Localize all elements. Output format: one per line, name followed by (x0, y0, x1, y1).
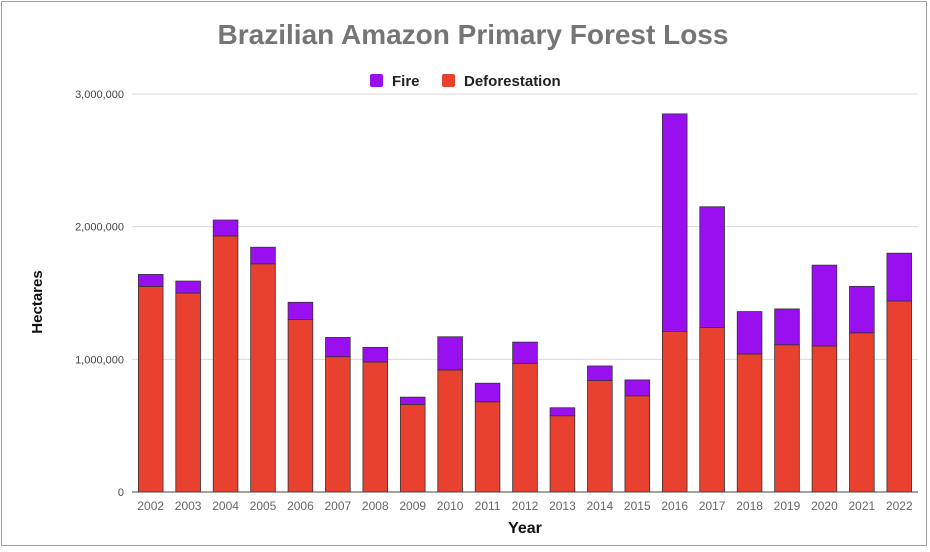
bar-deforestation-2011 (474, 401, 501, 493)
x-tick-label: 2004 (212, 499, 239, 513)
bar-deforestation-2022 (886, 300, 913, 493)
bar-deforestation-2007 (325, 356, 351, 493)
bar-deforestation-2004 (212, 235, 239, 493)
x-tick-label: 2014 (587, 499, 614, 513)
legend: Fire Deforestation (370, 73, 561, 90)
bar-fire-2015 (624, 379, 651, 397)
bar-deforestation-2006 (287, 319, 314, 493)
x-tick-label: 2013 (549, 499, 576, 513)
bar-deforestation-2018 (736, 353, 763, 493)
x-tick-label: 2006 (287, 499, 314, 513)
bar-fire-2016 (661, 113, 688, 332)
bar-deforestation-2012 (512, 362, 538, 493)
bar-fire-2019 (774, 308, 800, 346)
y-tick-label: 3,000,000 (75, 89, 124, 101)
legend-swatch-deforestation (442, 74, 455, 87)
bar-fire-2012 (512, 341, 538, 364)
bar-fire-2018 (736, 311, 763, 355)
bar-fire-2014 (587, 365, 613, 381)
bar-fire-2006 (287, 301, 314, 320)
bar-fire-2022 (886, 252, 913, 302)
bar-fire-2021 (849, 285, 875, 334)
legend-label-fire: Fire (392, 73, 420, 90)
bar-deforestation-2008 (362, 361, 389, 493)
x-tick-label: 2015 (624, 499, 651, 513)
x-tick-label: 2008 (362, 499, 389, 513)
bar-deforestation-2010 (437, 369, 463, 493)
x-tick-label: 2011 (475, 499, 501, 513)
bar-deforestation-2019 (774, 344, 800, 493)
bar-deforestation-2015 (624, 395, 651, 493)
x-tick-label: 2016 (661, 499, 688, 513)
legend-swatch-fire (370, 74, 383, 87)
bar-deforestation-2003 (175, 292, 201, 493)
bar-fire-2003 (175, 280, 201, 294)
y-tick-label: 0 (118, 487, 124, 499)
x-tick-label: 2020 (811, 499, 838, 513)
bar-fire-2002 (137, 274, 164, 287)
bar-deforestation-2013 (549, 415, 576, 493)
x-tick-label: 2019 (774, 499, 801, 513)
x-axis-label: Year (508, 520, 542, 537)
bar-fire-2011 (474, 382, 501, 403)
legend-label-deforestation: Deforestation (464, 73, 561, 90)
y-axis-ticks: 0 1,000,000 2,000,000 3,000,000 (75, 89, 124, 499)
bars (137, 113, 913, 493)
bar-deforestation-2002 (137, 285, 164, 493)
y-tick-label: 2,000,000 (75, 222, 124, 234)
x-tick-label: 2022 (886, 499, 913, 513)
bar-deforestation-2020 (811, 345, 838, 493)
gridlines (132, 93, 918, 360)
x-tick-label: 2002 (137, 499, 164, 513)
bar-deforestation-2016 (661, 331, 688, 493)
bar-fire-2009 (399, 396, 426, 405)
bar-fire-2017 (699, 206, 725, 328)
x-tick-label: 2018 (736, 499, 763, 513)
x-tick-label: 2009 (399, 499, 426, 513)
x-tick-label: 2007 (325, 499, 352, 513)
bar-fire-2010 (437, 336, 463, 371)
x-tick-label: 2005 (250, 499, 277, 513)
chart-title: Brazilian Amazon Primary Forest Loss (218, 19, 729, 50)
x-tick-label: 2021 (849, 499, 876, 513)
y-tick-label: 1,000,000 (75, 354, 124, 366)
y-axis-label: Hectares (29, 270, 46, 333)
bar-fire-2004 (212, 219, 239, 237)
bar-deforestation-2021 (849, 332, 875, 493)
x-tick-label: 2012 (512, 499, 539, 513)
bar-deforestation-2014 (587, 380, 613, 493)
bar-deforestation-2017 (699, 327, 725, 493)
bar-deforestation-2009 (399, 404, 426, 493)
x-tick-label: 2017 (699, 499, 726, 513)
bar-fire-2005 (250, 246, 276, 265)
x-axis-ticks: 2002 2003 2004 2005 2006 2007 2008 2009 2010 2011… (137, 499, 913, 513)
bar-fire-2007 (325, 337, 351, 358)
bar-fire-2020 (811, 264, 838, 347)
bar-fire-2008 (362, 346, 389, 363)
x-tick-label: 2003 (175, 499, 202, 513)
bar-fire-2013 (549, 407, 576, 417)
bar-deforestation-2005 (250, 263, 276, 493)
x-tick-label: 2010 (437, 499, 464, 513)
